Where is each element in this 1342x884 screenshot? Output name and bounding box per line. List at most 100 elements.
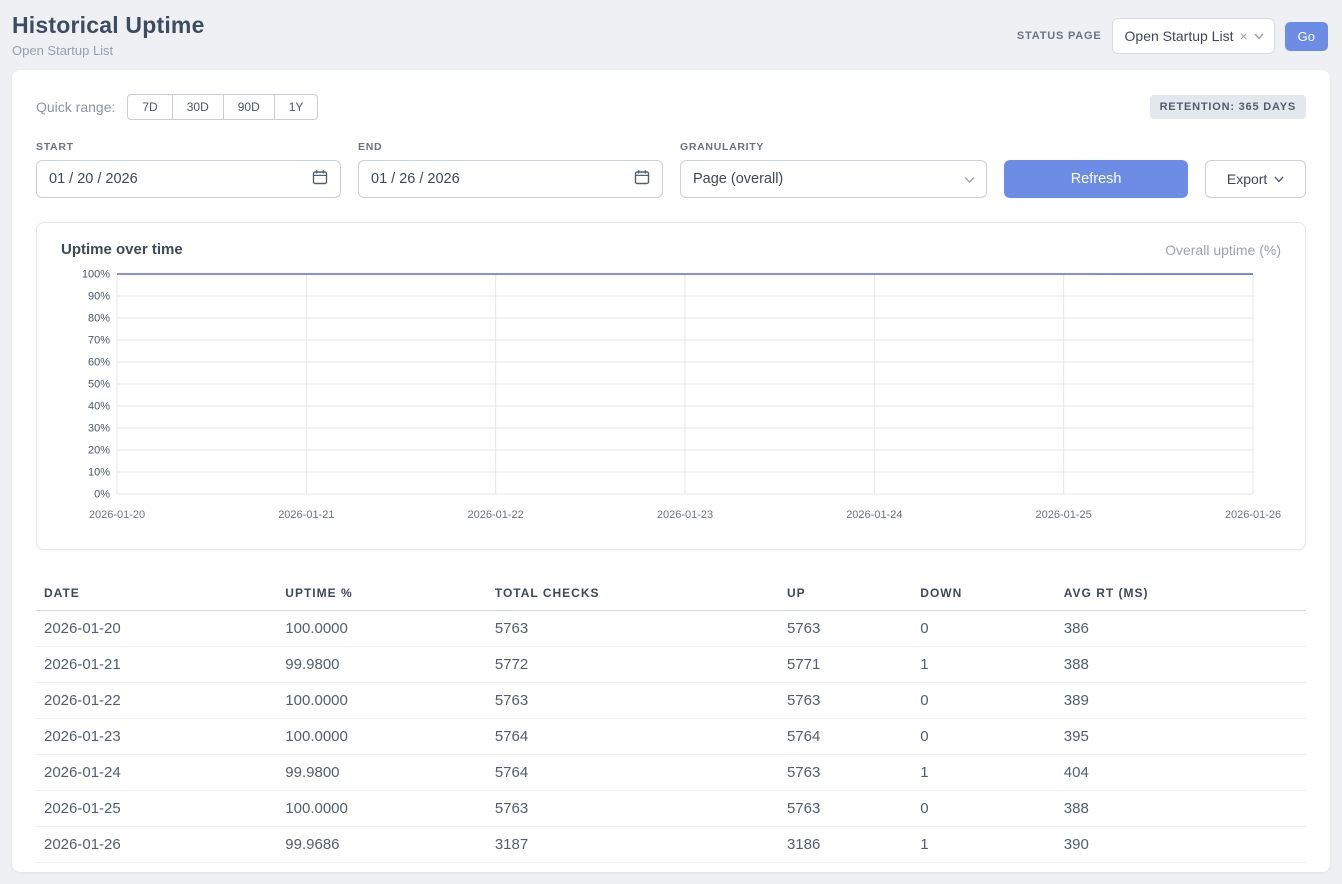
table-row: 2026-01-25 100.0000 5763 5763 0 388 <box>36 790 1306 827</box>
table-row: 2026-01-21 99.9800 5772 5771 1 388 <box>36 646 1306 683</box>
end-date-value: 01 / 26 / 2026 <box>371 171 460 187</box>
table-cell: 5763 <box>778 790 913 827</box>
chevron-down-icon <box>1254 33 1264 40</box>
go-button[interactable]: Go <box>1284 21 1328 51</box>
table-cell: 100.0000 <box>277 682 487 719</box>
table-row: 2026-01-24 99.9800 5764 5763 1 404 <box>36 754 1306 791</box>
svg-text:50%: 50% <box>88 379 110 391</box>
quick-range-label: Quick range: <box>36 99 116 115</box>
svg-text:2026-01-26: 2026-01-26 <box>1225 509 1281 521</box>
export-button[interactable]: Export <box>1205 160 1306 198</box>
table-cell: 1 <box>912 646 1056 683</box>
table-cell: 5764 <box>486 718 779 755</box>
svg-text:40%: 40% <box>88 401 110 413</box>
svg-text:2026-01-24: 2026-01-24 <box>846 509 902 521</box>
svg-text:30%: 30% <box>88 423 110 435</box>
svg-text:2026-01-22: 2026-01-22 <box>468 509 524 521</box>
table-body: 2026-01-20 100.0000 5763 5763 0 386 2026-01-21… <box>36 610 1306 863</box>
svg-text:10%: 10% <box>88 467 110 479</box>
table-cell: 2026-01-21 <box>36 646 278 683</box>
table-cell: 2026-01-20 <box>36 610 278 647</box>
table-cell: 5763 <box>778 754 913 791</box>
table-cell: 5763 <box>778 610 913 647</box>
table-row: 2026-01-22 100.0000 5763 5763 0 389 <box>36 682 1306 719</box>
table-cell: 0 <box>912 682 1056 719</box>
end-date-input[interactable]: 01 / 26 / 2026 <box>358 160 663 198</box>
granularity-field: GRANULARITY Page (overall) <box>680 141 987 198</box>
chevron-down-icon <box>1274 176 1284 183</box>
svg-text:70%: 70% <box>88 335 110 347</box>
table-cell: 2026-01-23 <box>36 718 278 755</box>
table-column-header: DATE <box>36 576 278 611</box>
svg-text:2026-01-20: 2026-01-20 <box>89 509 145 521</box>
table-cell: 5763 <box>486 610 779 647</box>
status-page-select-value: Open Startup List <box>1124 28 1234 44</box>
end-date-label: END <box>358 141 383 153</box>
table-column-header: UP <box>778 576 913 611</box>
quick-range-wrap: Quick range: 7D 30D 90D 1Y <box>36 94 319 120</box>
table-cell: 2026-01-26 <box>36 826 278 863</box>
svg-text:20%: 20% <box>88 445 110 457</box>
chevron-down-icon <box>964 176 975 183</box>
table-cell: 100.0000 <box>277 610 487 647</box>
granularity-select[interactable]: Page (overall) <box>680 160 987 198</box>
table-cell: 0 <box>912 790 1056 827</box>
table-cell: 3186 <box>778 826 913 863</box>
table-cell: 390 <box>1055 826 1306 863</box>
start-date-field: START 01 / 20 / 2026 <box>36 141 341 198</box>
quick-range-group: 7D 30D 90D 1Y <box>127 94 319 120</box>
table-cell: 100.0000 <box>277 790 487 827</box>
calendar-icon[interactable] <box>312 169 328 189</box>
table-row: 2026-01-23 100.0000 5764 5764 0 395 <box>36 718 1306 755</box>
quick-range-1y-button[interactable]: 1Y <box>273 94 319 120</box>
svg-text:90%: 90% <box>88 291 110 303</box>
quick-range-7d-button[interactable]: 7D <box>127 94 173 120</box>
chart-title: Uptime over time <box>61 241 183 258</box>
end-date-field: END 01 / 26 / 2026 <box>358 141 663 198</box>
page-subtitle: Open Startup List <box>12 43 114 58</box>
refresh-button[interactable]: Refresh <box>1004 160 1189 198</box>
svg-text:2026-01-25: 2026-01-25 <box>1036 509 1092 521</box>
svg-text:60%: 60% <box>88 357 110 369</box>
status-page-label: STATUS PAGE <box>1016 30 1102 42</box>
start-date-value: 01 / 20 / 2026 <box>49 171 138 187</box>
table-cell: 5764 <box>778 718 913 755</box>
filter-row: START 01 / 20 / 2026 END 01 / 26 / 2026 … <box>36 141 1306 198</box>
table-cell: 3187 <box>486 826 779 863</box>
chart-header: Uptime over time Overall uptime (%) <box>61 241 1281 258</box>
table-column-header: UPTIME % <box>277 576 487 611</box>
calendar-icon[interactable] <box>634 169 650 189</box>
table-cell: 99.9800 <box>277 646 487 683</box>
table-cell: 5763 <box>778 682 913 719</box>
uptime-chart-card: Uptime over time Overall uptime (%) 0% 10… <box>36 222 1306 550</box>
granularity-value: Page (overall) <box>693 171 784 187</box>
table-cell: 2026-01-22 <box>36 682 278 719</box>
svg-text:100%: 100% <box>82 269 110 281</box>
table-cell: 388 <box>1055 790 1306 827</box>
table-cell: 99.9800 <box>277 754 487 791</box>
table-header-row: DATE UPTIME % TOTAL CHECKS UP DOWN AVG RT (MS… <box>36 576 1306 611</box>
export-button-label: Export <box>1226 171 1268 187</box>
table-cell: 5764 <box>486 754 779 791</box>
table-column-header: TOTAL CHECKS <box>486 576 779 611</box>
header-controls: STATUS PAGE Open Startup List × Go <box>1017 18 1328 54</box>
toolbar-row: Quick range: 7D 30D 90D 1Y RETENTION: 365 D… <box>36 94 1306 120</box>
table-cell: 1 <box>912 826 1056 863</box>
table-cell: 5763 <box>486 790 779 827</box>
start-date-input[interactable]: 01 / 20 / 2026 <box>36 160 341 198</box>
table-cell: 5772 <box>486 646 779 683</box>
quick-range-90d-button[interactable]: 90D <box>222 94 275 120</box>
table-cell: 386 <box>1055 610 1306 647</box>
table-cell: 389 <box>1055 682 1306 719</box>
table-cell: 404 <box>1055 754 1306 791</box>
main-panel: Quick range: 7D 30D 90D 1Y RETENTION: 365 D… <box>12 70 1330 872</box>
start-date-label: START <box>36 141 74 153</box>
page-title: Historical Uptime <box>12 12 205 38</box>
clear-icon[interactable]: × <box>1239 28 1248 44</box>
retention-badge: RETENTION: 365 DAYS <box>1149 95 1306 119</box>
table-cell: 5763 <box>486 682 779 719</box>
uptime-line-chart: 0% 10% 20% 30% 40% 50% 60% 70% 80% 90% 100% 2026-01… <box>82 269 1281 522</box>
status-page-select[interactable]: Open Startup List × <box>1111 18 1275 54</box>
quick-range-30d-button[interactable]: 30D <box>171 94 224 120</box>
granularity-label: GRANULARITY <box>680 141 765 153</box>
